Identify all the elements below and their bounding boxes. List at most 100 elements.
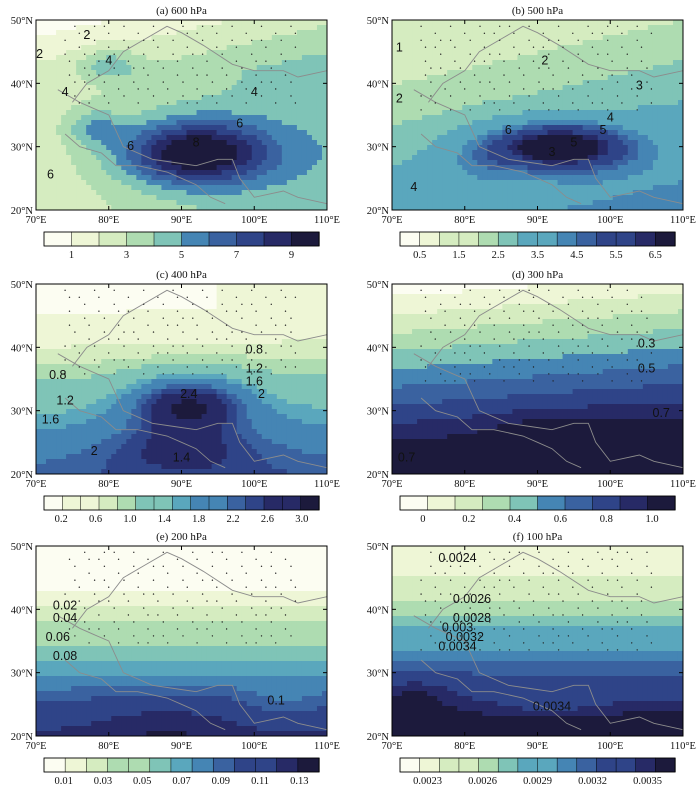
field-cell (652, 110, 659, 116)
field-cell (171, 185, 178, 191)
field-cell (602, 185, 609, 191)
dot (201, 53, 204, 55)
field-cell (397, 60, 403, 66)
field-cell (316, 75, 323, 81)
field-cell (236, 95, 243, 101)
field-cell (36, 35, 42, 41)
field-cell (91, 125, 97, 131)
field-cell (492, 35, 498, 41)
field-cell (672, 130, 679, 136)
field-cell (397, 65, 403, 71)
field-cell (647, 185, 654, 191)
field-cell (452, 40, 458, 46)
field-cell (151, 130, 158, 136)
dot (459, 81, 462, 83)
field-cell (41, 55, 47, 61)
field-cell (442, 70, 448, 76)
field-cell (517, 170, 524, 176)
field-cell (251, 35, 258, 41)
field-cell (572, 80, 579, 86)
field-cell (497, 85, 503, 91)
field-cell (397, 195, 403, 201)
field-cell (567, 30, 574, 36)
field-cell (632, 50, 639, 56)
field-cell (557, 85, 564, 91)
field-cell (206, 284, 213, 290)
field-cell (477, 20, 483, 26)
field-cell (457, 195, 463, 201)
field-cell (447, 200, 453, 206)
dot (123, 39, 125, 41)
field-cell (81, 135, 87, 141)
field-cell (206, 294, 213, 300)
field-cell (467, 35, 473, 41)
field-cell (492, 140, 498, 146)
field-cell (221, 170, 228, 176)
field-cell (101, 195, 107, 201)
field-cell (136, 200, 142, 206)
field-cell (622, 120, 629, 126)
field-cell (537, 70, 544, 76)
field-cell (66, 50, 72, 56)
field-cell (427, 165, 433, 171)
field-cell (612, 115, 619, 121)
field-cell (552, 205, 559, 210)
field-cell (472, 205, 478, 210)
field-cell (477, 190, 483, 196)
field-cell (532, 180, 539, 186)
dot (245, 102, 247, 104)
field-cell (36, 145, 42, 151)
field-cell (191, 120, 198, 126)
field-cell (91, 20, 97, 26)
field-cell (236, 115, 243, 121)
dot (294, 102, 297, 104)
field-cell (642, 105, 649, 111)
field-cell (226, 195, 233, 201)
field-cell (171, 95, 178, 101)
field-cell (572, 60, 579, 66)
field-cell (271, 180, 278, 186)
dot (607, 25, 609, 27)
field-cell (672, 95, 679, 101)
field-cell (226, 170, 233, 176)
field-cell (672, 30, 679, 36)
field-cell (582, 125, 589, 131)
field-cell (46, 190, 52, 196)
field-cell (647, 70, 654, 76)
field-cell (512, 95, 519, 101)
field-cell (427, 100, 433, 106)
field-cell (76, 20, 82, 26)
field-cell (71, 70, 77, 76)
field-cell (557, 190, 564, 196)
field-cell (467, 125, 473, 131)
field-cell (266, 25, 273, 31)
field-cell (507, 150, 514, 156)
field-cell (171, 90, 178, 96)
field-cell (612, 190, 619, 196)
field-cell (657, 110, 664, 116)
field-cell (502, 25, 508, 31)
field-cell (437, 80, 443, 86)
field-cell (266, 90, 273, 96)
field-cell (677, 55, 683, 61)
field-cell (71, 200, 77, 206)
field-cell (126, 100, 132, 106)
field-cell (457, 95, 463, 101)
dot (93, 25, 96, 27)
field-cell (241, 95, 248, 101)
field-cell (557, 40, 564, 46)
field-cell (547, 185, 554, 191)
field-cell (667, 75, 674, 81)
field-cell (131, 50, 137, 56)
dot (607, 109, 609, 111)
field-cell (191, 105, 198, 111)
field-cell (171, 80, 178, 86)
field-cell (422, 85, 428, 91)
field-cell (672, 200, 679, 206)
field-cell (502, 55, 508, 61)
field-cell (647, 190, 654, 196)
field-cell (196, 60, 203, 66)
field-cell (482, 170, 488, 176)
contour-label: 6 (47, 167, 54, 181)
field-cell (672, 115, 679, 121)
